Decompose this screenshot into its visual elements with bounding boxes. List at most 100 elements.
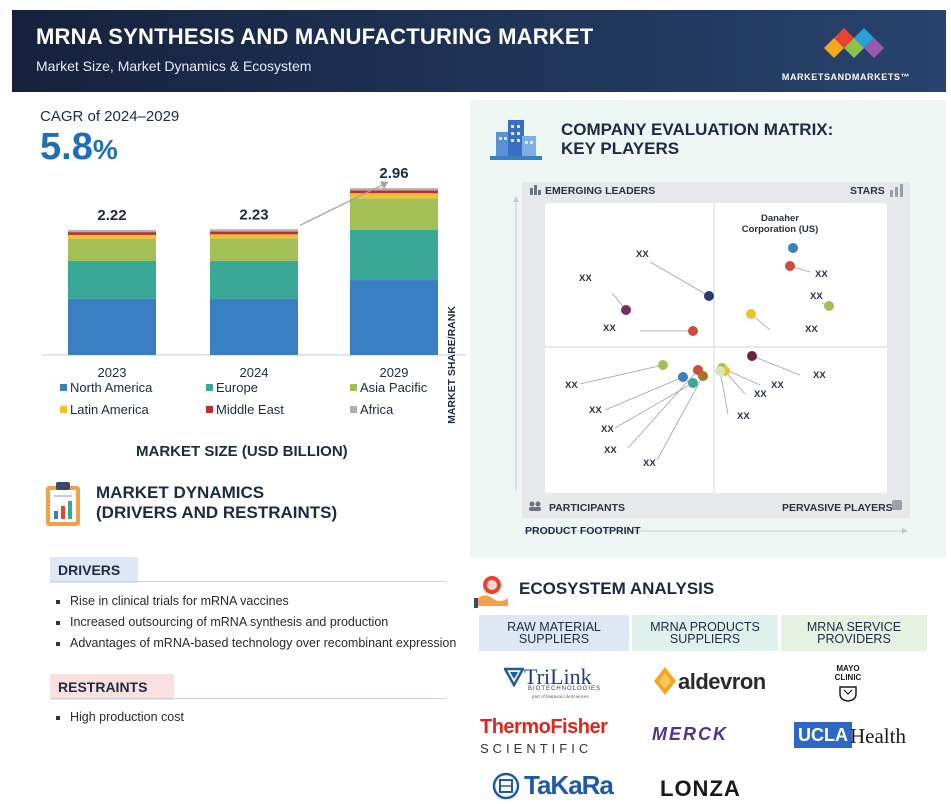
market-size-chart: 2.22 2023 2.23 2024 2.96 2029 North America Eur… [42,165,466,417]
matrix-leader-line [627,369,699,449]
bar-segment [210,260,298,299]
driver-item: Increased outsourcing of mRNA synthesis … [54,612,464,633]
aldevron-logo: aldevron [654,665,766,699]
company-bubble [747,351,757,361]
company-placeholder-label: XX [810,291,823,302]
legend-label: Europe [216,380,258,395]
company-bubble [704,291,714,301]
clipboard-chart-icon [46,482,80,526]
ucla-health-logo: UCLA Health [794,722,914,752]
bar-total-label: 2.23 [239,206,268,223]
dynamics-title-line1: MARKET DYNAMICS [96,483,265,502]
cagr-value: 5.8% [40,126,118,169]
company-placeholder-label: XX [636,249,649,260]
drivers-list: Rise in clinical trials for mRNA vaccine… [54,591,464,654]
danaher-label-line2: Corporation (US) [742,224,819,235]
bar-segment [68,232,156,235]
x-tick-label: 2023 [98,365,127,380]
legend-label: Asia Pacific [360,380,428,395]
matrix-title-line1: COMPANY EVALUATION MATRIX: [561,120,834,139]
legend-label: Middle East [216,402,284,417]
bar-segment [350,229,438,281]
company-bubble [824,301,834,311]
lonza-logo: LONZA [660,776,760,802]
growth-arrowhead [380,181,388,190]
company-placeholder-label: XX [771,380,784,391]
emerging-leaders-icon [530,185,541,195]
growth-arrow [299,181,389,226]
legend-swatch [350,406,357,413]
bar-segment [210,231,298,235]
cagr-number: 5.8 [40,126,93,168]
quadrant-emerging-leaders: EMERGING LEADERS [545,185,656,197]
buildings-icon [490,120,542,160]
thermofisher-wordmark-bottom: SCIENTIFIC [480,741,593,756]
merck-wordmark: MERCK [652,724,728,744]
takara-emblem-icon [492,772,520,800]
ucla-health-wordmark: Health [850,724,906,748]
stars-icon [890,184,903,197]
restraints-divider [50,698,446,699]
dynamics-title-line2: (DRIVERS AND RESTRAINTS) [96,503,338,522]
trilink-subtext: BIOTECHNOLOGIES [528,686,602,692]
company-placeholder-label: XX [737,411,750,422]
bar-total-label: 2.22 [97,207,126,224]
eco-header-service-providers: MRNA SERVICE PROVIDERS [781,615,927,651]
matrix-title-line2: KEY PLAYERS [561,139,680,158]
lonza-wordmark: LONZA [660,776,741,801]
thermofisher-logo: ThermoFisher SCIENTIFIC [480,717,620,756]
quadrant-pervasive-players: PERVASIVE PLAYERS [782,502,893,514]
brand-diamonds-icon [824,28,884,58]
eco-header-service-providers-label: MRNA SERVICE PROVIDERS [806,620,902,646]
y-axis-arrowhead [513,196,519,202]
matrix-leader-line [604,376,684,411]
page-subtitle: Market Size, Market Dynamics & Ecosystem [36,58,312,74]
trilink-triangle-icon [504,667,524,687]
bar-segment [210,238,298,261]
pervasive-players-icon [892,500,902,510]
driver-item: Advantages of mRNA-based technology over… [54,633,464,654]
trilink-tagline: part of Maravai LifeSciences [532,694,589,699]
page-title: MRNA SYNTHESIS AND MANUFACTURING MARKET [36,24,594,49]
company-placeholder-label: XX [604,445,617,456]
chart-title: MARKET SIZE (USD BILLION) [136,443,348,460]
drivers-divider [50,581,446,582]
mayo-clinic-wordmark: MAYO CLINIC [834,664,862,682]
handshake-icon [474,576,508,608]
mayo-shield-icon [839,686,857,702]
eco-header-mrna-products-label: MRNA PRODUCTS SUPPLIERS [650,620,760,646]
x-tick-label: 2024 [240,365,269,380]
legend-swatch [206,384,213,391]
matrix-leader-line [614,382,694,429]
matrix-leader-line [719,370,729,415]
matrix-leader-line [751,355,801,376]
legend-swatch [60,406,67,413]
aldevron-flame-icon [654,667,676,695]
driver-item: Rise in clinical trials for mRNA vaccine… [54,591,464,612]
company-bubble [658,360,668,370]
merck-logo: MERCK [652,724,756,748]
dynamics-title: MARKET DYNAMICS (DRIVERS AND RESTRAINTS) [96,483,337,523]
ecosystem-title: ECOSYSTEM ANALYSIS [519,579,715,598]
company-bubble [788,243,798,253]
x-tick-label: 2029 [380,365,409,380]
company-placeholder-label: XX [603,323,616,334]
company-bubble [746,309,756,319]
cagr-unit: % [92,134,118,165]
header-banner: MRNA SYNTHESIS AND MANUFACTURING MARKET … [12,10,946,92]
trilink-wordmark: TriLink [524,664,592,689]
company-placeholder-label: XX [579,273,592,284]
aldevron-wordmark: aldevron [678,669,766,694]
bar-segment [68,260,156,299]
bar-segment [68,298,156,355]
company-bubble [715,366,725,376]
company-placeholder-label: XX [805,324,818,335]
brand-logo: MARKETSANDMARKETS™ [766,24,916,84]
trilink-logo: TriLink BIOTECHNOLOGIES part of Maravai … [504,664,604,700]
bar-segment [210,298,298,355]
legend-swatch [60,384,67,391]
cagr-label: CAGR of 2024–2029 [40,108,180,125]
bar-segment [350,190,438,194]
matrix-title: COMPANY EVALUATION MATRIX: KEY PLAYERS [561,120,833,158]
bar-segment [68,229,156,233]
